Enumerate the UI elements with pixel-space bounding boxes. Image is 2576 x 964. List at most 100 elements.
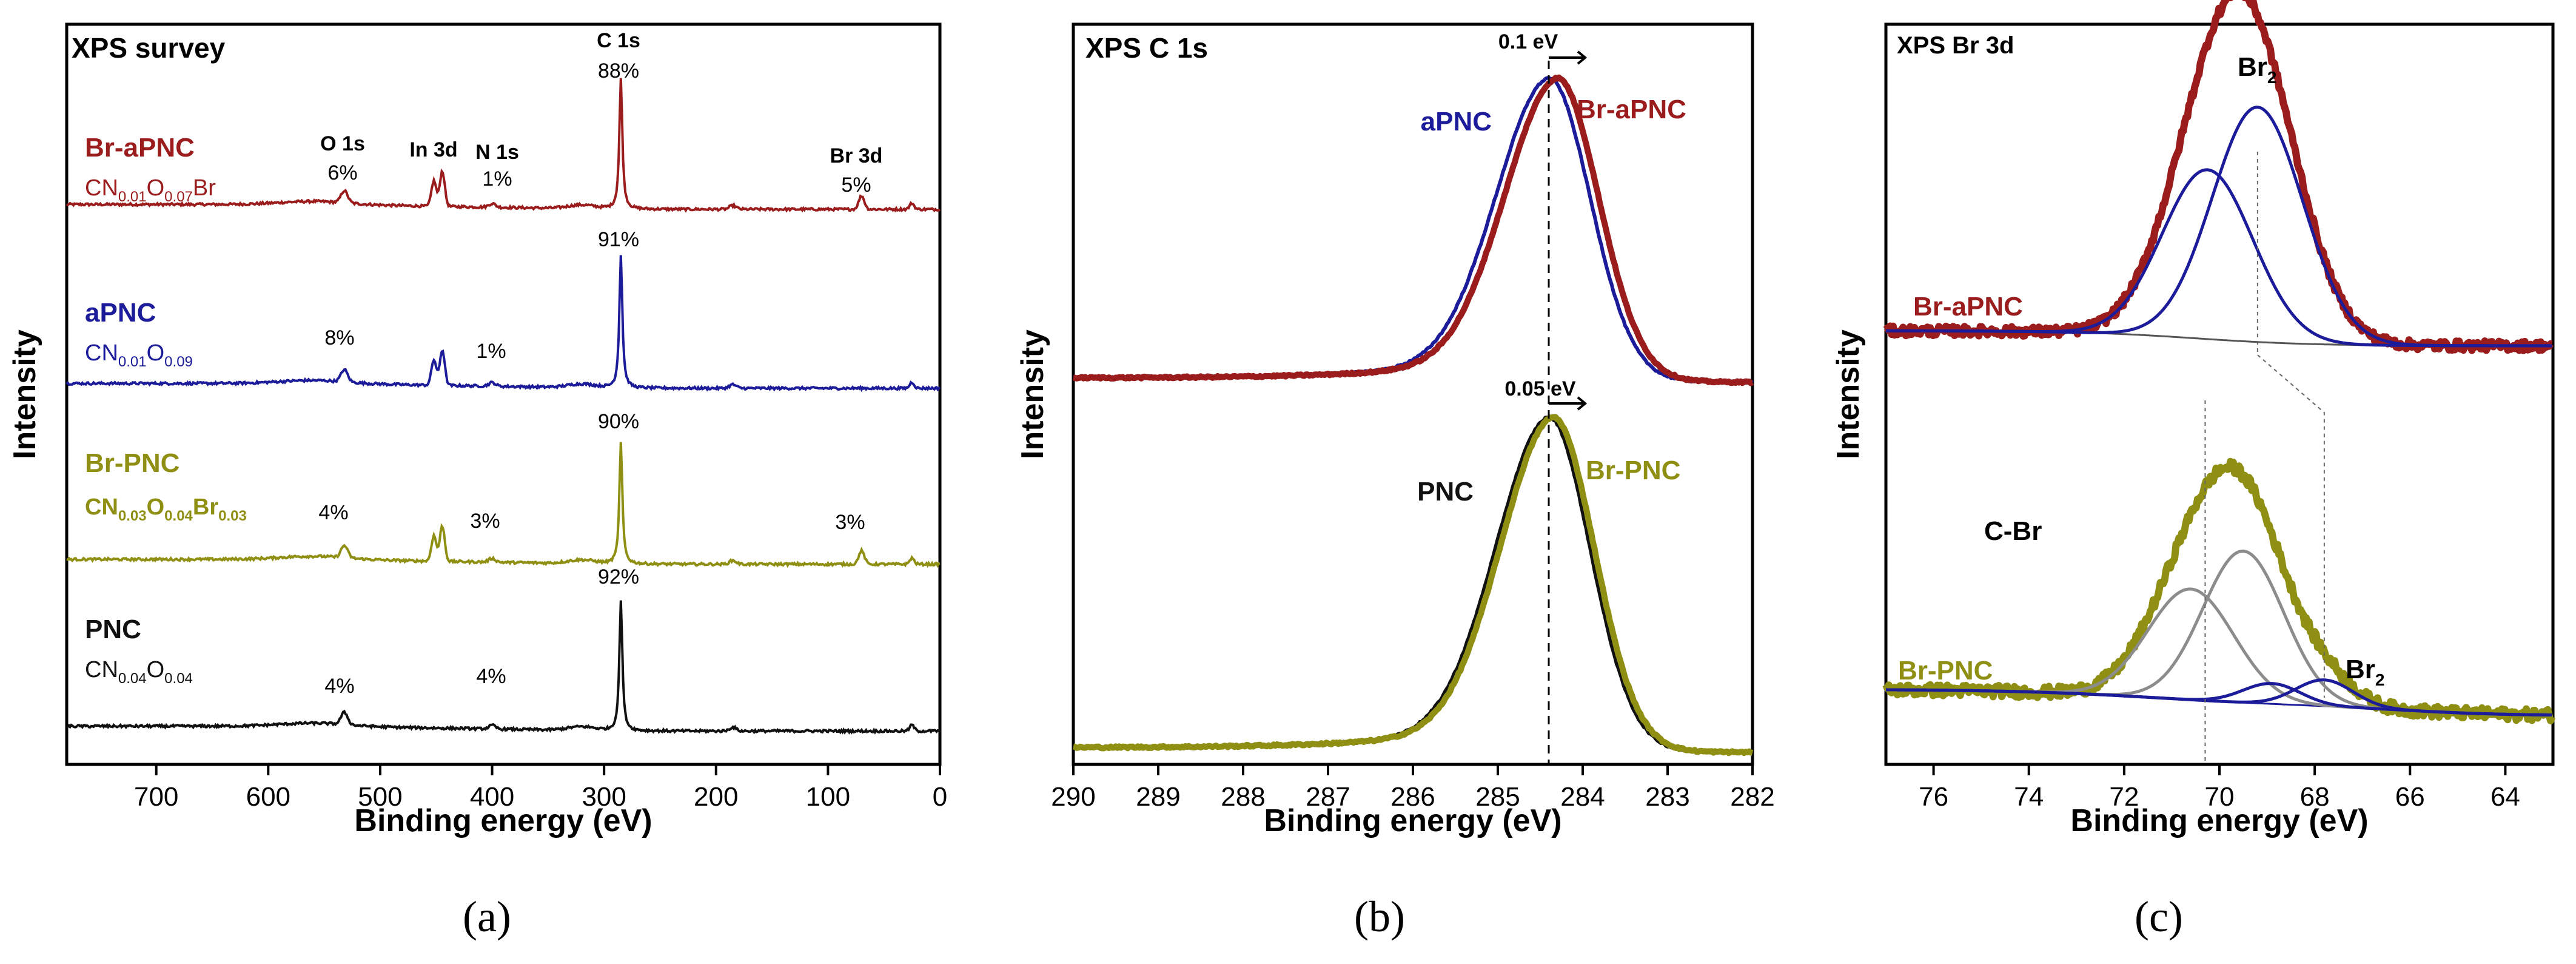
pct-aPNC-c: 91% [598,228,639,251]
panel-c-chart: 76 74 72 70 68 66 64 XPS Br 3d Binding energy … [1831,0,2555,838]
b-name-PNC: PNC [1417,477,1474,507]
panel-a-title: XPS survey [72,32,226,64]
x-tick-label: 284 [1560,782,1605,812]
x-tick-label: 285 [1475,782,1520,812]
shift-lower-label: 0.05 eV [1504,377,1576,400]
panel-c-frame [1884,22,2555,766]
panel-b-frame [1072,22,1754,766]
x-tick-label: 289 [1136,782,1180,812]
formula-aPNC: CN0.01O0.09 [85,340,193,370]
pct-brPNC-o: 4% [318,501,348,524]
x-tick-label: 66 [2395,782,2425,812]
pct-PNC-n: 4% [476,665,506,688]
panel-a-chart: 700 600 500 400 300 200 100 0 XPS survey Bindin… [7,22,947,838]
panel-b-y-label: Intensity [1015,329,1050,459]
panel-b-x-ticks: 290 289 288 287 286 285 284 283 282 [1051,764,1775,812]
x-tick-label: 400 [470,782,514,812]
x-tick-label: 0 [933,782,947,812]
x-tick-label: 283 [1645,782,1689,812]
x-tick-label: 100 [806,782,850,812]
series-line-br-pnc [1882,457,2555,724]
b-name-aPNC: aPNC [1421,107,1492,137]
name-braPNC: Br-aPNC [85,133,195,163]
pct-PNC-c: 92% [598,565,639,588]
caption-b: (b) [1354,892,1405,941]
caption-a: (a) [463,892,511,941]
guide-line-shift [2257,354,2325,698]
panel-b-chart: 290 289 288 287 286 285 284 283 282 XPS C 1s Bin… [1015,22,1775,838]
pct-brPNC-n: 3% [470,510,500,533]
x-tick-label: 68 [2300,782,2330,812]
pct-aPNC-o: 8% [324,326,354,349]
x-tick-label: 700 [134,782,178,812]
component-br2-lower-3 [1885,678,2552,716]
panel-c-series [1882,0,2555,724]
x-tick-label: 500 [358,782,402,812]
arrow-upper [1549,50,1588,65]
formula-PNC: CN0.04O0.04 [85,657,193,687]
x-tick-label: 600 [246,782,290,812]
x-tick-label: 74 [2014,782,2044,812]
series-line-br-apnc [1883,0,2555,354]
x-tick-label: 64 [2490,782,2520,812]
label-o1s: O 1s [320,132,365,155]
c-label-br2-lower: Br2 [2346,655,2384,689]
b-name-braPNC: Br-aPNC [1577,95,1686,124]
pct-braPNC-o: 6% [327,161,357,184]
label-in3d: In 3d [409,138,457,161]
panel-a-series [65,78,941,735]
label-br3d: Br 3d [830,144,883,167]
series-line-br-apnc [65,78,941,213]
formula-braPNC: CN0.01O0.07Br [85,175,216,205]
panel-c-title: XPS Br 3d [1897,32,2014,59]
series-line-apnc [65,255,941,393]
x-tick-label: 286 [1390,782,1435,812]
series-line-br-apnc [1072,74,1754,386]
panel-c-x-ticks: 76 74 72 70 68 66 64 [1919,764,2520,812]
c-name-brPNC: Br-PNC [1898,656,1993,686]
series-line-br-pnc [66,442,941,568]
x-tick-label: 287 [1306,782,1350,812]
x-tick-label: 70 [2205,782,2235,812]
b-name-brPNC: Br-PNC [1586,456,1680,485]
name-brPNC: Br-PNC [85,448,179,478]
panel-b-shift-arrows [1549,50,1588,411]
pct-braPNC-n: 1% [482,167,512,190]
formula-brPNC: CN0.03O0.04Br0.03 [85,494,247,524]
component-br2-upper-1 [1886,106,2552,348]
panel-c-x-label: Binding energy (eV) [2070,803,2368,838]
pct-aPNC-n: 1% [476,340,506,363]
panel-a-y-label: Intensity [7,329,42,459]
shift-upper-label: 0.1 eV [1498,30,1558,53]
c-label-br2-upper: Br2 [2238,52,2276,87]
x-tick-label: 76 [1919,782,1948,812]
name-PNC: PNC [85,615,141,644]
x-tick-label: 200 [694,782,738,812]
pct-brPNC-br: 3% [835,511,865,534]
panel-a-frame [65,22,942,766]
name-aPNC: aPNC [85,298,156,328]
c-name-braPNC: Br-aPNC [1913,292,2023,322]
pct-PNC-o: 4% [324,675,354,698]
x-tick-label: 72 [2109,782,2139,812]
panel-b-series [1072,74,1754,757]
panel-b-x-label: Binding energy (eV) [1264,803,1561,838]
label-n1s: N 1s [475,141,519,164]
pct-brPNC-c: 90% [598,410,639,433]
panel-b-title: XPS C 1s [1085,32,1208,64]
series-line-pnc [66,600,941,735]
panel-a-x-label: Binding energy (eV) [354,803,652,838]
x-tick-label: 288 [1221,782,1265,812]
pct-braPNC-br: 5% [841,174,871,197]
panel-c-y-label: Intensity [1831,329,1866,459]
panel-c-guide-lines [2204,152,2325,764]
x-tick-label: 300 [582,782,626,812]
arrow-lower [1549,396,1588,411]
c-label-cbr: C-Br [1984,516,2042,546]
x-tick-label: 282 [1730,782,1774,812]
pct-braPNC-c: 88% [598,59,639,83]
series-line-br-pnc [1072,414,1754,757]
label-c1s: C 1s [597,29,640,52]
x-tick-label: 290 [1051,782,1095,812]
caption-c: (c) [2135,892,2183,941]
